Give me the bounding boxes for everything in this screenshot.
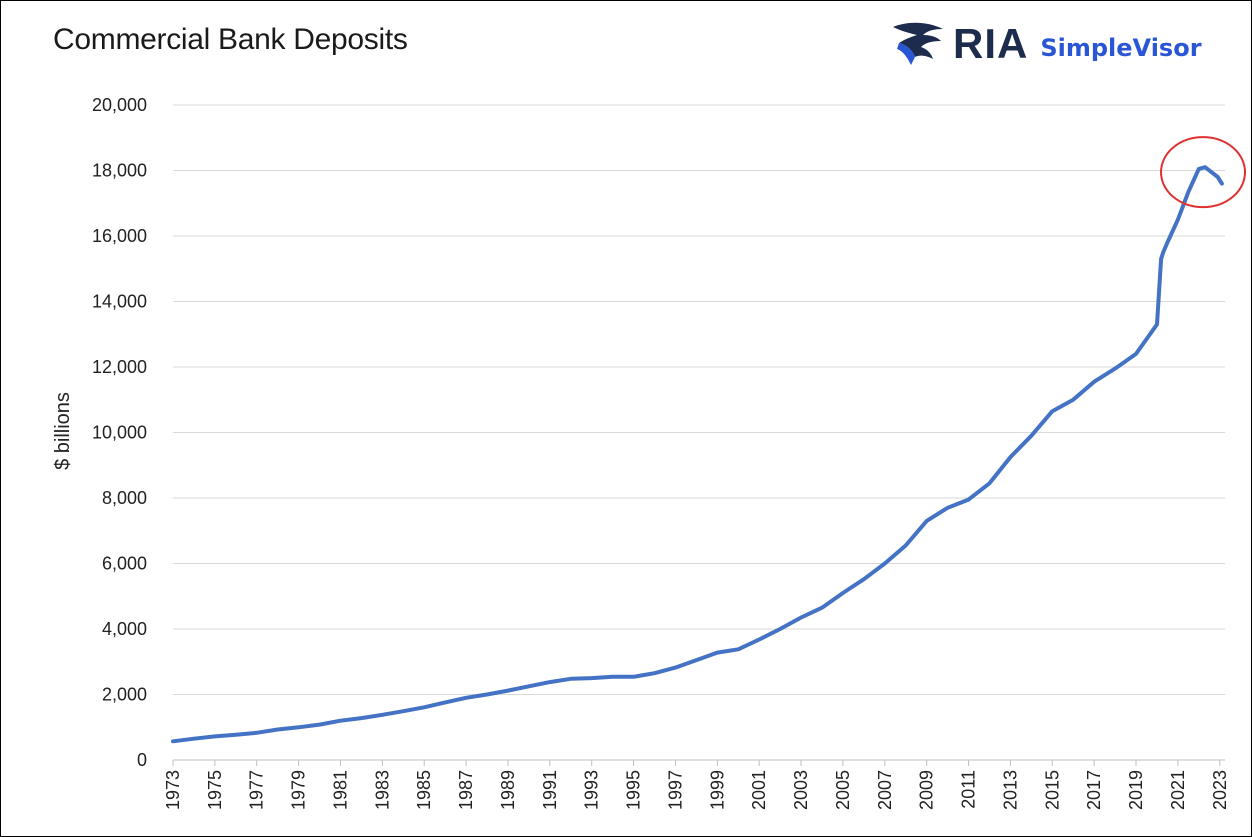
y-tick-label: 16,000 (92, 226, 147, 246)
x-tick-label: 2007 (875, 770, 895, 810)
y-tick-label: 2,000 (102, 685, 147, 705)
x-tick-label: 1977 (247, 770, 267, 810)
x-tick-label: 2015 (1042, 770, 1062, 810)
x-tick-label: 2013 (1000, 770, 1020, 810)
x-tick-label: 2023 (1210, 770, 1230, 810)
series-line (171, 165, 1224, 744)
x-tick-label: 1999 (707, 770, 727, 810)
x-tick-label: 2009 (917, 770, 937, 810)
x-tick-label: 1975 (205, 770, 225, 810)
x-tick-label: 1979 (289, 770, 309, 810)
x-tick-label: 1987 (456, 770, 476, 810)
x-tick-label: 2011 (959, 770, 979, 809)
x-tick-label: 1981 (330, 770, 350, 810)
y-tick-label: 0 (137, 750, 147, 770)
y-tick-label: 20,000 (92, 95, 147, 115)
logo-ria-text: RIA (953, 20, 1029, 67)
x-tick-label: 2017 (1084, 770, 1104, 810)
x-tick-label: 1997 (665, 770, 685, 810)
x-tick-label: 1991 (540, 770, 560, 810)
x-tick-label: 1983 (372, 770, 392, 810)
x-tick-label: 1973 (163, 770, 183, 810)
y-tick-label: 6,000 (102, 554, 147, 574)
x-tick-label: 2019 (1126, 770, 1146, 810)
series-group (171, 165, 1224, 744)
y-tick-label: 14,000 (92, 292, 147, 312)
logo: RIA SimpleVisor (889, 19, 1202, 69)
y-axis-title: $ billions (52, 392, 74, 470)
highlight-circle (1160, 136, 1247, 209)
y-tick-label: 18,000 (92, 161, 147, 181)
x-tick-label: 1989 (498, 770, 518, 810)
x-tick-label: 2021 (1168, 770, 1188, 810)
gridlines (173, 104, 1225, 695)
y-axis-tick-labels: 0 2,000 4,000 6,000 8,000 10,000 12,000 14,000 1… (92, 95, 147, 770)
x-tick-label: 1993 (582, 770, 602, 810)
annotation-group (1160, 136, 1247, 209)
x-tick-label: 2003 (791, 770, 811, 810)
y-tick-label: 8,000 (102, 488, 147, 508)
x-tick-label: 2005 (833, 770, 853, 810)
x-tick-label: 1995 (624, 770, 644, 810)
logo-simplevisor-text: SimpleVisor (1040, 34, 1202, 62)
chart-title: Commercial Bank Deposits (53, 23, 408, 56)
y-tick-label: 4,000 (102, 619, 147, 639)
x-axis-tick-labels: 1973 1975 1977 1979 1981 1983 1985 1987 1989 1991… (163, 770, 1230, 810)
x-tick-label: 1985 (414, 770, 434, 810)
eagle-logo-icon (893, 22, 943, 65)
y-tick-label: 12,000 (92, 357, 147, 377)
x-axis (172, 759, 1225, 766)
y-tick-label: 10,000 (92, 423, 147, 443)
x-tick-label: 2001 (749, 770, 769, 810)
